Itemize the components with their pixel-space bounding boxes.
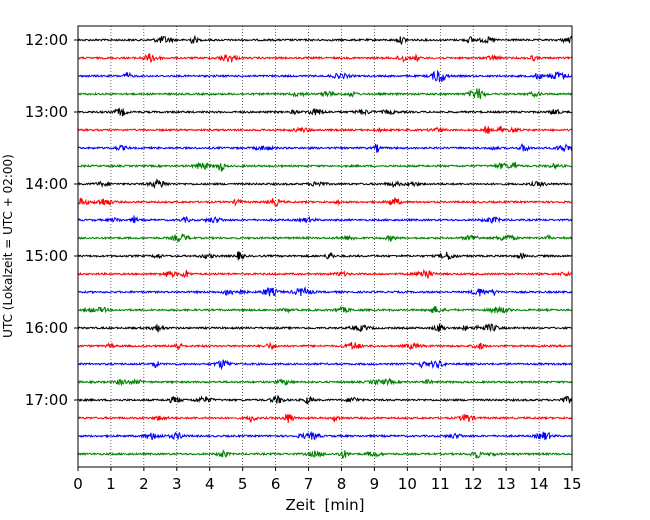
trace-1530 bbox=[77, 286, 573, 297]
trace-1545 bbox=[77, 305, 573, 315]
trace-1515 bbox=[77, 268, 573, 280]
trace-1445 bbox=[77, 233, 573, 243]
trace-1700 bbox=[77, 394, 573, 405]
trace-1345 bbox=[77, 162, 573, 172]
x-axis-ticks: 0 1 2 3 4 5 6 7 8 9 10 11 12 13 14 15 bbox=[73, 467, 582, 493]
x-tick-label: 2 bbox=[139, 475, 149, 493]
y-tick-label: 16:00 bbox=[25, 319, 68, 337]
x-tick-label: 7 bbox=[304, 475, 314, 493]
x-tick-label: 15 bbox=[562, 475, 581, 493]
x-tick-label: 4 bbox=[205, 475, 215, 493]
trace-1630 bbox=[77, 359, 573, 371]
trace-1745 bbox=[77, 448, 573, 459]
y-tick-label: 17:00 bbox=[25, 391, 68, 409]
y-axis-label: UTC (Lokalzeit = UTC + 02:00) bbox=[1, 154, 15, 338]
trace-1400 bbox=[77, 178, 573, 190]
trace-1300 bbox=[77, 107, 573, 117]
y-axis-ticks: 12:00 13:00 14:00 15:00 16:00 17:00 bbox=[25, 31, 78, 409]
x-tick-label: 14 bbox=[530, 475, 549, 493]
trace-1430 bbox=[77, 215, 573, 225]
trace-1500 bbox=[77, 251, 573, 261]
x-tick-label: 0 bbox=[73, 475, 83, 493]
x-axis-label: Zeit [min] bbox=[285, 496, 364, 514]
trace-1600 bbox=[77, 322, 573, 333]
trace-1715 bbox=[77, 413, 573, 424]
y-tick-label: 14:00 bbox=[25, 175, 68, 193]
x-tick-label: 5 bbox=[238, 475, 248, 493]
x-tick-label: 13 bbox=[497, 475, 516, 493]
trace-1730 bbox=[77, 430, 573, 441]
x-tick-label: 11 bbox=[431, 475, 450, 493]
trace-1245 bbox=[77, 88, 573, 100]
trace-1215 bbox=[77, 53, 573, 64]
trace-1415 bbox=[77, 196, 573, 207]
y-tick-label: 12:00 bbox=[25, 31, 68, 49]
trace-1330 bbox=[77, 143, 573, 153]
x-tick-label: 8 bbox=[337, 475, 347, 493]
seismic-traces bbox=[77, 34, 573, 459]
trace-1230 bbox=[77, 70, 573, 83]
x-tick-label: 9 bbox=[370, 475, 380, 493]
trace-1200 bbox=[77, 34, 573, 46]
x-tick-label: 12 bbox=[464, 475, 483, 493]
x-tick-label: 1 bbox=[106, 475, 116, 493]
trace-1315 bbox=[77, 125, 573, 134]
y-tick-label: 13:00 bbox=[25, 103, 68, 121]
x-tick-label: 10 bbox=[398, 475, 417, 493]
x-tick-label: 3 bbox=[172, 475, 182, 493]
trace-1615 bbox=[77, 341, 573, 351]
plot-frame bbox=[77, 25, 573, 468]
x-tick-label: 6 bbox=[271, 475, 281, 493]
trace-1645 bbox=[77, 377, 573, 387]
y-tick-label: 15:00 bbox=[25, 247, 68, 265]
